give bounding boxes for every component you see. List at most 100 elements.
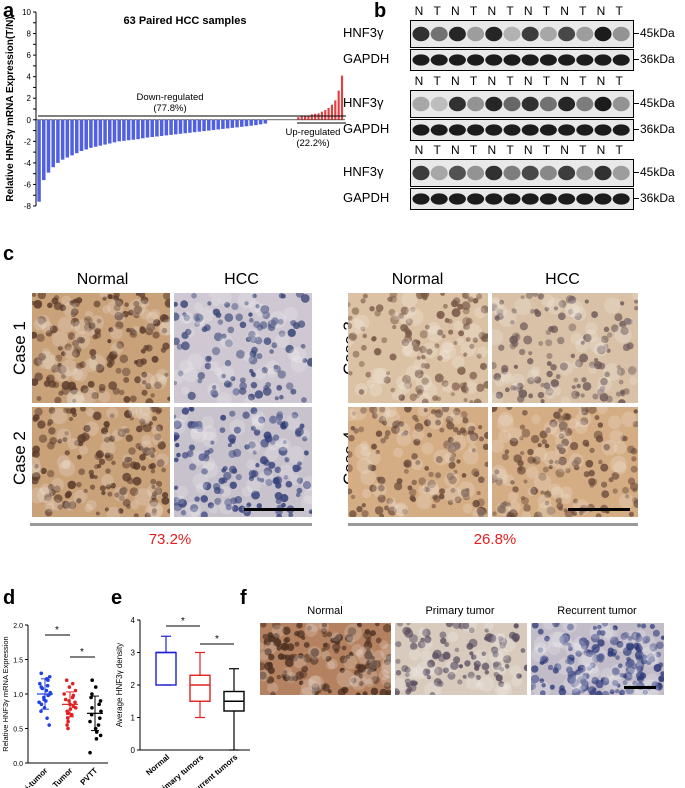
nucleus (463, 323, 471, 330)
cell-space (492, 329, 504, 346)
nucleus (591, 311, 599, 318)
nucleus (598, 459, 603, 465)
cell-space (176, 485, 189, 498)
cell-space (589, 625, 603, 639)
cell-space (219, 486, 231, 497)
cell-space (51, 408, 68, 425)
nucleus (122, 498, 131, 507)
nucleus (432, 494, 438, 500)
cell-space (492, 393, 503, 403)
cell-space (381, 660, 391, 679)
cell-space (417, 407, 430, 417)
nucleus (89, 349, 97, 356)
nucleus (521, 428, 531, 438)
nucleus (371, 336, 377, 342)
cell-space (106, 407, 119, 420)
nucleus (518, 466, 523, 472)
nucleus (98, 383, 106, 391)
nucleus (230, 497, 238, 505)
cell-space (374, 407, 391, 421)
nucleus (473, 471, 480, 478)
nucleus (450, 442, 456, 448)
scale-bar (568, 508, 630, 511)
a-ytick-label: 6 (27, 51, 32, 60)
ihc-f-normal-texture (260, 623, 391, 695)
nucleus (223, 471, 232, 481)
nucleus (64, 492, 71, 499)
nucleus (545, 427, 552, 434)
nucleus (460, 488, 470, 498)
nucleus (583, 333, 592, 343)
nucleus (594, 357, 599, 363)
cell-space (369, 383, 383, 397)
hnf3g-2-label: HNF3γ (343, 164, 384, 179)
band (539, 26, 557, 42)
nucleus (550, 364, 557, 371)
nucleus (276, 674, 282, 680)
nucleus (57, 504, 63, 510)
nucleus (119, 487, 127, 496)
nucleus (421, 354, 426, 360)
nucleus (603, 326, 610, 333)
cell-space (446, 444, 456, 454)
nucleus (60, 351, 66, 357)
nucleus (530, 486, 539, 495)
cell-space (498, 429, 511, 443)
nucleus (503, 655, 512, 664)
cell-space (387, 501, 398, 512)
lane-label: N (523, 4, 533, 18)
cell-space (585, 329, 598, 343)
band (558, 193, 576, 205)
cell-space (325, 660, 336, 670)
nucleus (545, 387, 554, 396)
cell-space (355, 649, 364, 658)
nucleus (653, 664, 662, 672)
nucleus (302, 481, 312, 490)
nucleus (558, 456, 567, 466)
ihc-case3-normal-texture (348, 293, 488, 403)
d-ytick-label: 0.5 (13, 727, 23, 734)
nucleus (167, 396, 170, 401)
nucleus (464, 660, 471, 667)
nucleus (611, 667, 620, 676)
nucleus (311, 687, 320, 695)
nucleus (558, 408, 563, 413)
a-bar-down (70, 119, 74, 156)
cell-space (521, 510, 531, 517)
d-ytick-label: 1.0 (13, 692, 23, 699)
band (612, 54, 630, 66)
nucleus (38, 352, 47, 361)
cell-space (494, 682, 509, 695)
nucleus (564, 428, 573, 437)
d-point (99, 709, 103, 714)
band (539, 193, 557, 205)
nucleus (448, 461, 456, 469)
ihc-case1-normal-texture (32, 293, 170, 403)
e-ytick-label: 3 (131, 649, 136, 658)
nucleus (427, 432, 433, 438)
nucleus (38, 434, 48, 443)
cell-space (147, 501, 164, 517)
nucleus (197, 378, 203, 384)
nucleus (584, 299, 589, 304)
cell-space (422, 480, 440, 497)
nucleus (483, 380, 488, 389)
band (576, 124, 594, 136)
col-hcc-left: HCC (224, 271, 259, 288)
nucleus (290, 319, 297, 327)
nucleus (108, 381, 118, 390)
nucleus (411, 339, 421, 348)
nucleus (214, 497, 222, 505)
nucleus (285, 382, 294, 390)
cell-space (624, 316, 633, 326)
cell-space (351, 644, 364, 656)
nucleus (375, 637, 382, 644)
nucleus (296, 623, 303, 629)
cell-space (348, 317, 365, 335)
cell-space (174, 417, 181, 429)
nucleus (356, 505, 363, 513)
panel-label-f: f (240, 587, 247, 609)
d-point (65, 711, 70, 716)
d-point (88, 750, 92, 755)
nucleus (96, 318, 102, 324)
